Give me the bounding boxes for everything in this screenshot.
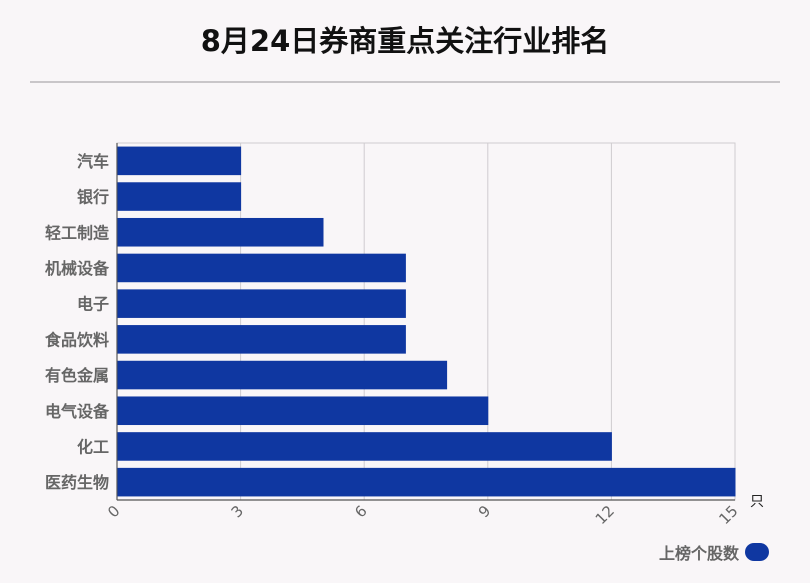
legend-label: 上榜个股数	[658, 544, 739, 563]
category-label: 银行	[77, 188, 109, 207]
bar	[117, 289, 406, 318]
bar	[117, 396, 489, 426]
category-label: 轻工制造	[45, 223, 110, 242]
category-label: 电子	[77, 295, 109, 314]
x-tick-label: 12	[592, 502, 618, 528]
x-tick-label: 6	[351, 502, 370, 521]
category-label: 有色金属	[45, 366, 109, 385]
bar	[117, 467, 736, 497]
x-unit-label: 只	[750, 494, 764, 510]
title-divider	[30, 81, 780, 83]
legend-swatch	[745, 543, 769, 561]
bar	[117, 360, 448, 390]
category-label: 医药生物	[45, 473, 109, 492]
category-label: 汽车	[77, 152, 109, 171]
bar	[117, 253, 406, 283]
bar	[117, 182, 242, 211]
chart-title: 8月24日券商重点关注行业排名	[200, 24, 610, 58]
bar-series	[117, 146, 736, 497]
grid-lines	[116, 142, 736, 501]
x-tick-label: 0	[104, 502, 123, 521]
bar	[117, 432, 612, 461]
category-label: 化工	[77, 437, 109, 456]
bar	[117, 325, 406, 354]
x-tick-label: 15	[715, 502, 741, 528]
bar	[117, 217, 324, 247]
x-tick-label: 9	[475, 502, 494, 521]
legend: 上榜个股数	[659, 540, 769, 564]
category-label: 食品饮料	[44, 330, 109, 349]
x-tick-labels: 0 3 6 9 12 15	[104, 502, 741, 528]
category-label: 电气设备	[45, 402, 110, 421]
category-label: 机械设备	[45, 259, 110, 278]
x-tick-label: 3	[228, 502, 247, 521]
bar	[117, 146, 242, 176]
